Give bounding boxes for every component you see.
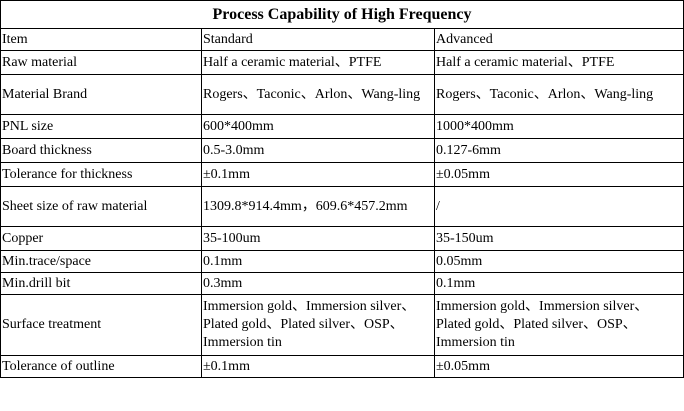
row-advanced: 35-150um [433, 226, 684, 251]
row-item: Surface treatment [0, 294, 202, 356]
row-advanced: Immersion gold、Immersion silver、Plated g… [433, 294, 684, 356]
row-item: Min.trace/space [0, 250, 202, 273]
row-standard: 600*400mm [201, 114, 435, 139]
header-standard: Standard [201, 28, 435, 51]
row-item: Min.drill bit [0, 272, 202, 295]
row-item: Tolerance of outline [0, 355, 202, 378]
table-row: Copper 35-100um 35-150um [0, 226, 684, 251]
row-standard: 0.3mm [201, 272, 435, 295]
table-row: Tolerance for thickness ±0.1mm ±0.05mm [0, 162, 684, 187]
row-standard: 0.1mm [201, 250, 435, 273]
row-standard: 1309.8*914.4mm，609.6*457.2mm [201, 186, 435, 227]
row-item: Copper [0, 226, 202, 251]
row-item: Board thickness [0, 138, 202, 163]
row-standard-text: Rogers、Taconic、Arlon、Wang-ling [203, 86, 421, 102]
table-row: Sheet size of raw material 1309.8*914.4m… [0, 186, 684, 227]
row-advanced-text: Rogers、Taconic、Arlon、Wang-ling [436, 86, 654, 102]
title-row: Process Capability of High Frequency [0, 0, 684, 29]
row-advanced: 0.127-6mm [433, 138, 684, 163]
table-row: Raw material Half a ceramic material、PTF… [0, 50, 684, 75]
row-advanced: 0.05mm [433, 250, 684, 273]
row-advanced: / [433, 186, 684, 227]
row-standard: Rogers、Taconic、Arlon、Wang-ling [201, 74, 435, 115]
row-item: PNL size [0, 114, 202, 139]
row-standard: ±0.1mm [201, 162, 435, 187]
table-row: Min.trace/space 0.1mm 0.05mm [0, 250, 684, 273]
row-advanced: ±0.05mm [433, 162, 684, 187]
row-item: Sheet size of raw material [0, 186, 202, 227]
row-item: Material Brand [0, 74, 202, 115]
table-row: Board thickness 0.5-3.0mm 0.127-6mm [0, 138, 684, 163]
table-row: Material Brand Rogers、Taconic、Arlon、Wang… [0, 74, 684, 115]
table-row: PNL size 600*400mm 1000*400mm [0, 114, 684, 139]
row-item: Raw material [0, 50, 202, 75]
capability-table: Process Capability of High Frequency Ite… [0, 0, 684, 378]
row-advanced: 1000*400mm [433, 114, 684, 139]
header-row: Item Standard Advanced [0, 28, 684, 51]
table-row: Min.drill bit 0.3mm 0.1mm [0, 272, 684, 295]
row-standard: Half a ceramic material、PTFE [201, 50, 435, 75]
row-standard: Immersion gold、Immersion silver、Plated g… [201, 294, 435, 356]
row-item: Tolerance for thickness [0, 162, 202, 187]
row-standard: ±0.1mm [201, 355, 435, 378]
header-item: Item [0, 28, 202, 51]
row-advanced: Half a ceramic material、PTFE [433, 50, 684, 75]
row-standard: 0.5-3.0mm [201, 138, 435, 163]
table-row: Tolerance of outline ±0.1mm ±0.05mm [0, 355, 684, 378]
row-advanced: 0.1mm [433, 272, 684, 295]
row-advanced: ±0.05mm [433, 355, 684, 378]
table-row: Surface treatment Immersion gold、Immersi… [0, 294, 684, 356]
table-title: Process Capability of High Frequency [0, 0, 684, 29]
header-advanced: Advanced [433, 28, 684, 51]
row-standard: 35-100um [201, 226, 435, 251]
row-advanced: Rogers、Taconic、Arlon、Wang-ling [433, 74, 684, 115]
